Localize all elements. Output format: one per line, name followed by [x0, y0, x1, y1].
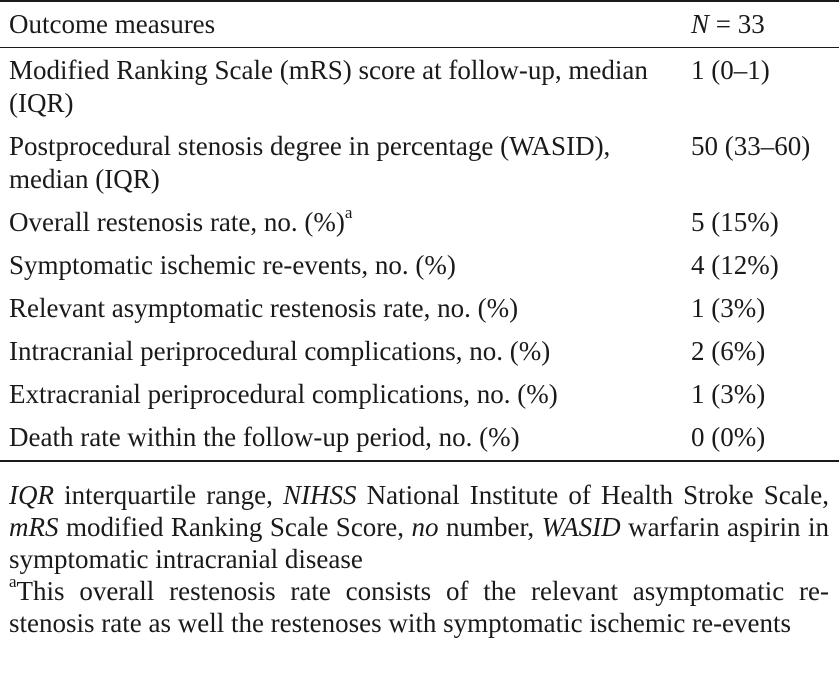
- row-value: 50 (33–60): [691, 131, 811, 161]
- header-outcome-measures: Outcome measures: [0, 0, 691, 48]
- table-row: Death rate within the follow-up period, …: [0, 416, 839, 462]
- table-row: Overall restenosis rate, no. (%)a 5 (15%…: [0, 201, 839, 244]
- footnote-a-marker: a: [9, 572, 17, 591]
- abbr-term: NIHSS: [283, 480, 357, 510]
- header-sample-size: N = 33: [691, 0, 839, 48]
- abbreviations-footnote: IQR interquartile range, NIHSS National …: [9, 479, 829, 575]
- abbr-definition: warfarin aspirin in symptomatic intracra…: [9, 512, 829, 574]
- row-measure: Relevant asymptomatic restenosis rate, n…: [9, 293, 519, 323]
- abbr-definition: number,: [438, 512, 542, 542]
- row-measure: Modified Ranking Scale (mRS) score at fo…: [9, 55, 648, 118]
- row-value: 0 (0%): [691, 416, 839, 462]
- row-value: 4 (12%): [691, 250, 779, 280]
- table-body: Modified Ranking Scale (mRS) score at fo…: [0, 48, 839, 462]
- row-value: 2 (6%): [691, 336, 766, 366]
- header-n-value: = 33: [709, 9, 765, 39]
- row-value: 1 (3%): [691, 293, 766, 323]
- row-measure: Extracranial periprocedural complication…: [9, 379, 558, 409]
- footnote-marker-a: a: [344, 203, 353, 222]
- table-row: Symptomatic ischemic re-events, no. (%) …: [0, 244, 839, 287]
- row-measure: Intracranial periprocedural complication…: [9, 336, 551, 366]
- table-row: Modified Ranking Scale (mRS) score at fo…: [0, 48, 839, 126]
- row-measure: Postprocedural stenosis degree in percen…: [9, 131, 611, 194]
- table-header: Outcome measures N = 33: [0, 0, 839, 48]
- row-measure-text: Overall restenosis rate, no. (%): [9, 207, 345, 237]
- row-value: 1 (0–1): [691, 55, 770, 85]
- abbr-term: WASID: [541, 512, 621, 542]
- footnote-a-text: This overall restenosis rate consists of…: [9, 576, 829, 638]
- table-footnotes: IQR interquartile range, NIHSS National …: [9, 479, 829, 639]
- footnote-a: aThis overall restenosis rate consists o…: [9, 572, 829, 639]
- table-row: Intracranial periprocedural complication…: [0, 330, 839, 373]
- table-row: Relevant asymptomatic restenosis rate, n…: [0, 287, 839, 330]
- row-value: 1 (3%): [691, 379, 766, 409]
- abbr-definition: modified Ranking Scale Score,: [58, 512, 412, 542]
- row-measure-with-footnote: Overall restenosis rate, no. (%)a: [0, 201, 691, 244]
- outcome-measures-table: Outcome measures N = 33 Modified Ranking…: [0, 0, 839, 462]
- header-n-symbol: N: [691, 9, 710, 39]
- abbr-definition: interquartile range,: [53, 480, 284, 510]
- row-value: 5 (15%): [691, 207, 779, 237]
- table-row: Postprocedural stenosis degree in percen…: [0, 125, 839, 201]
- row-measure: Symptomatic ischemic re-events, no. (%): [9, 250, 456, 280]
- table-row: Extracranial periprocedural complication…: [0, 373, 839, 416]
- row-measure: Death rate within the follow-up period, …: [0, 416, 691, 462]
- abbr-term: mRS: [9, 512, 59, 542]
- abbr-term: no: [411, 512, 439, 542]
- header-row: Outcome measures N = 33: [0, 0, 839, 48]
- abbr-definition: National Institute of Health Stroke Scal…: [356, 480, 829, 510]
- abbr-term: IQR: [9, 480, 54, 510]
